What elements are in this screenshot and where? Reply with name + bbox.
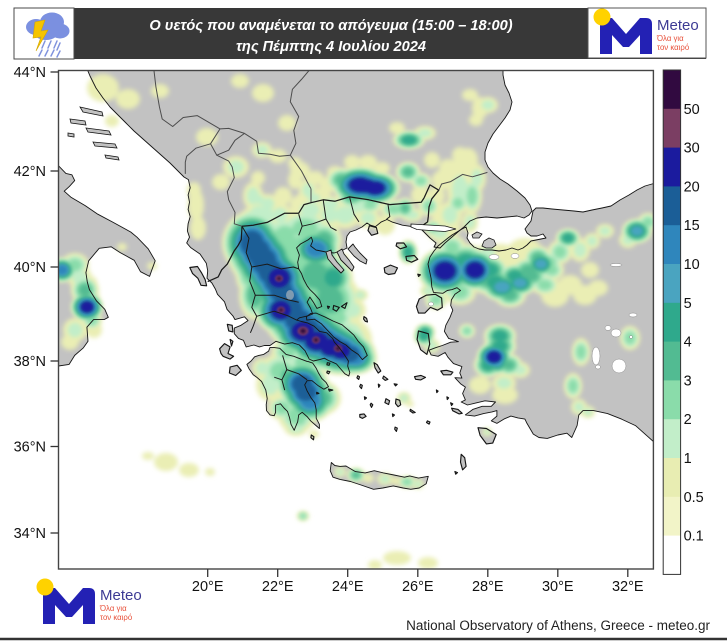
svg-text:10: 10 [684,257,700,273]
svg-text:Όλα για: Όλα για [656,34,684,43]
svg-text:24°E: 24°E [332,579,364,595]
svg-text:0.5: 0.5 [684,490,704,506]
svg-text:τον καιρό: τον καιρό [657,43,690,52]
svg-text:42°N: 42°N [14,164,46,180]
svg-text:20°E: 20°E [192,579,224,595]
svg-text:4: 4 [684,335,692,351]
svg-text:38°N: 38°N [14,354,46,370]
svg-text:Όλα για: Όλα για [99,604,127,613]
svg-text:3: 3 [684,373,692,389]
svg-text:50: 50 [684,102,700,118]
svg-text:44°N: 44°N [14,65,46,81]
svg-text:30: 30 [684,141,700,157]
svg-text:της Πέμπτης 4 Ιουλίου 2024: της Πέμπτης 4 Ιουλίου 2024 [236,39,426,55]
svg-text:0.1: 0.1 [684,529,704,545]
svg-text:Meteo: Meteo [100,587,142,604]
svg-text:28°E: 28°E [472,579,504,595]
svg-text:τον καιρό: τον καιρό [100,613,133,622]
svg-text:30°E: 30°E [542,579,574,595]
svg-text:National Observatory of Athens: National Observatory of Athens, Greece -… [406,618,710,633]
svg-text:15: 15 [684,218,700,234]
svg-text:20: 20 [684,179,700,195]
svg-text:26°E: 26°E [402,579,434,595]
svg-text:5: 5 [684,296,692,312]
svg-text:32°E: 32°E [612,579,644,595]
svg-text:Meteo: Meteo [657,17,699,34]
svg-text:40°N: 40°N [14,260,46,276]
svg-text:Ο υετός που αναμένεται το απόγ: Ο υετός που αναμένεται το απόγευμα (15:0… [149,18,512,34]
svg-text:22°E: 22°E [262,579,294,595]
svg-text:36°N: 36°N [14,440,46,456]
svg-text:1: 1 [684,451,692,467]
svg-text:2: 2 [684,412,692,428]
svg-text:34°N: 34°N [14,526,46,542]
